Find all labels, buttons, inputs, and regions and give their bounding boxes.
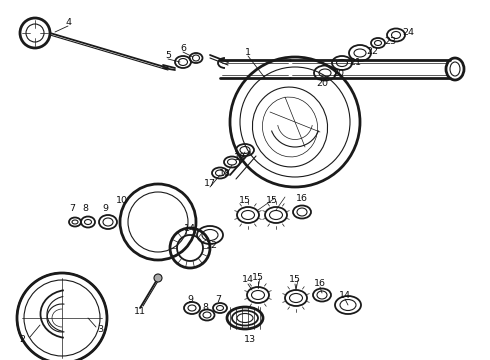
Text: 5: 5 — [165, 50, 171, 59]
Text: 12: 12 — [206, 240, 218, 249]
Text: 17: 17 — [204, 179, 216, 188]
Text: 8: 8 — [82, 203, 88, 212]
Text: 4: 4 — [65, 18, 71, 27]
Text: 6: 6 — [180, 44, 186, 53]
Text: 20: 20 — [316, 78, 328, 87]
Text: 15: 15 — [289, 275, 301, 284]
Text: 14: 14 — [242, 275, 254, 284]
Text: 15: 15 — [266, 195, 278, 204]
Text: 1: 1 — [245, 48, 251, 57]
Text: 15: 15 — [252, 274, 264, 283]
Text: 23: 23 — [384, 36, 396, 45]
Text: 18: 18 — [219, 168, 231, 177]
Text: 16: 16 — [296, 194, 308, 202]
Text: 9: 9 — [187, 296, 193, 305]
Text: 8: 8 — [202, 303, 208, 312]
Text: 21: 21 — [349, 58, 361, 67]
Text: 24: 24 — [402, 27, 414, 36]
Text: 7: 7 — [215, 296, 221, 305]
Circle shape — [154, 274, 162, 282]
Text: 14: 14 — [184, 224, 196, 233]
Text: 19: 19 — [234, 153, 246, 162]
Text: 3: 3 — [97, 325, 103, 334]
Text: 2: 2 — [19, 336, 25, 345]
Text: 16: 16 — [314, 279, 326, 288]
Text: 20: 20 — [332, 68, 344, 77]
Text: 14: 14 — [339, 291, 351, 300]
Text: 13: 13 — [244, 336, 256, 345]
Text: 11: 11 — [134, 307, 146, 316]
Text: 9: 9 — [102, 203, 108, 212]
Text: 22: 22 — [366, 46, 378, 55]
Text: 10: 10 — [116, 195, 128, 204]
Text: 15: 15 — [239, 195, 251, 204]
Text: 7: 7 — [69, 203, 75, 212]
